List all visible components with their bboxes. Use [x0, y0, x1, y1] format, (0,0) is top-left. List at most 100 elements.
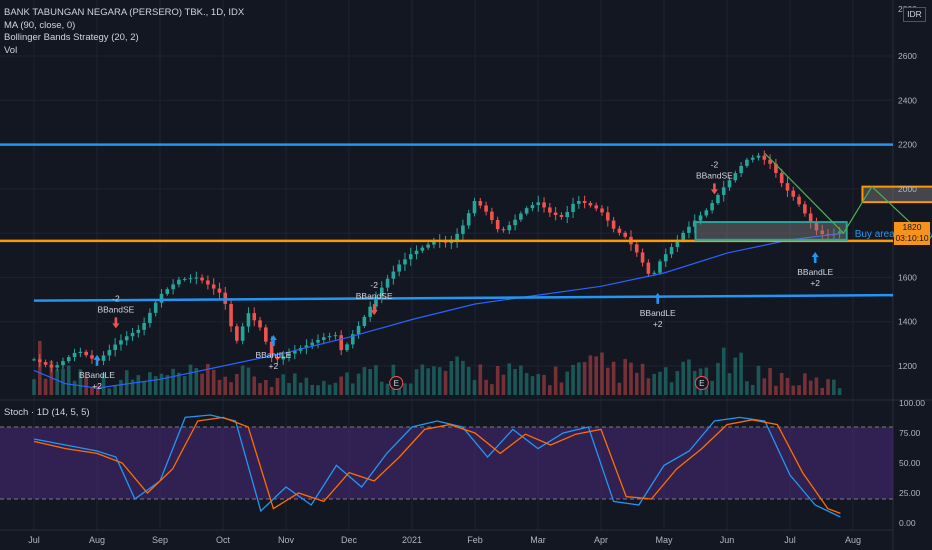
- stoch-indicator-label[interactable]: Stoch · 1D (14, 5, 5): [4, 407, 90, 418]
- volume-bar: [171, 368, 175, 395]
- time-tick-label: Aug: [845, 535, 861, 545]
- signal-arrow-down: [370, 304, 378, 316]
- volume-bar: [211, 369, 216, 395]
- candle-body: [663, 254, 668, 262]
- volume-bar: [188, 364, 193, 395]
- volume-bar: [710, 380, 714, 395]
- volume-bar: [606, 367, 610, 395]
- volume-bar: [327, 384, 332, 395]
- candle-body: [408, 254, 413, 260]
- volume-bar: [153, 376, 158, 395]
- volume-bar: [269, 386, 274, 395]
- candle-body: [385, 278, 390, 288]
- candle-body: [652, 272, 656, 274]
- candle-body: [565, 211, 570, 218]
- volume-bar: [808, 380, 813, 395]
- candle-body: [252, 313, 257, 321]
- candle-body: [333, 335, 338, 337]
- volume-bar: [669, 382, 674, 395]
- volume-bar: [530, 376, 535, 395]
- volume-bar: [368, 368, 372, 395]
- candle-body: [130, 332, 135, 337]
- volume-bar: [95, 385, 100, 395]
- candle-body: [269, 341, 274, 357]
- buy-area-zone: [694, 221, 848, 241]
- stoch-d-line: [33, 416, 841, 515]
- candle-body: [374, 296, 378, 307]
- volume-bar: [524, 372, 529, 395]
- candle-body: [391, 271, 396, 279]
- volume-bar: [826, 379, 830, 395]
- candle-body: [716, 194, 720, 204]
- candle-body: [617, 228, 622, 233]
- candle-body: [37, 359, 42, 363]
- candle-body: [600, 208, 604, 213]
- volume-bar: [692, 370, 697, 395]
- candle-body: [229, 303, 233, 327]
- volume-bar: [182, 376, 187, 395]
- candle-body: [356, 325, 361, 335]
- signal-label: BBandLE: [79, 370, 115, 380]
- volume-bar: [658, 371, 662, 395]
- candle-body: [756, 155, 761, 158]
- candle-body: [820, 230, 825, 235]
- candle-body: [90, 355, 94, 359]
- volume-bar: [820, 387, 825, 395]
- candle-body: [524, 208, 529, 214]
- bb-indicator-label[interactable]: Bollinger Bands Strategy (20, 2): [4, 32, 139, 43]
- volume-bar: [432, 366, 436, 395]
- earnings-marker-label: E: [394, 379, 399, 388]
- volume-bar: [124, 370, 129, 395]
- volume-bar: [310, 384, 315, 395]
- candle-body: [559, 214, 564, 218]
- volume-bar: [223, 376, 228, 395]
- volume-bar: [571, 364, 575, 395]
- candle-body: [32, 359, 36, 361]
- candle-body: [240, 326, 245, 341]
- time-tick-label: Feb: [467, 535, 483, 545]
- volume-bar: [293, 373, 297, 395]
- candle-body: [837, 231, 842, 234]
- candle-body: [327, 336, 332, 338]
- volume-bar: [136, 375, 141, 395]
- volume-bar: [304, 377, 309, 395]
- volume-bar: [768, 367, 772, 395]
- volume-bar: [37, 340, 42, 395]
- volume-bar: [72, 380, 77, 395]
- volume-bar: [275, 378, 280, 395]
- volume-bar: [791, 385, 796, 395]
- candle-body: [281, 356, 286, 360]
- volume-bar: [142, 381, 146, 395]
- time-tick-label: Jul: [784, 535, 796, 545]
- symbol-title[interactable]: BANK TABUNGAN NEGARA (PERSERO) TBK., 1D,…: [4, 7, 245, 18]
- candle-body: [704, 210, 709, 216]
- volume-bar: [623, 358, 627, 395]
- volume-bar: [414, 369, 419, 395]
- signal-label: BBandSE: [356, 291, 393, 301]
- volume-bar: [437, 367, 442, 395]
- candle-body: [779, 172, 784, 184]
- volume-bar: [246, 367, 251, 395]
- ma-indicator-label[interactable]: MA (90, close, 0): [4, 19, 76, 31]
- candle-body: [107, 349, 112, 356]
- currency-badge[interactable]: IDR: [903, 7, 926, 22]
- candle-body: [490, 211, 494, 220]
- signal-qty: +2: [92, 381, 102, 391]
- candle-body: [235, 326, 239, 341]
- candle-body: [814, 222, 819, 231]
- time-tick-label: Apr: [594, 535, 608, 545]
- volume-bar: [577, 362, 581, 395]
- ma-90-line: [33, 232, 844, 389]
- volume-bar: [519, 365, 523, 395]
- candle-body: [153, 302, 158, 313]
- time-tick-label: Aug: [89, 535, 105, 545]
- candle-body: [594, 205, 599, 209]
- volume-bar: [721, 347, 726, 395]
- first-tp-zone: [861, 185, 932, 204]
- volume-bar: [478, 364, 483, 395]
- time-tick-label: May: [655, 535, 673, 545]
- volume-indicator-label[interactable]: Vol: [4, 44, 18, 56]
- candle-body: [571, 203, 575, 212]
- candle-body: [553, 212, 558, 215]
- stoch-tick-label: 0.00: [899, 518, 916, 528]
